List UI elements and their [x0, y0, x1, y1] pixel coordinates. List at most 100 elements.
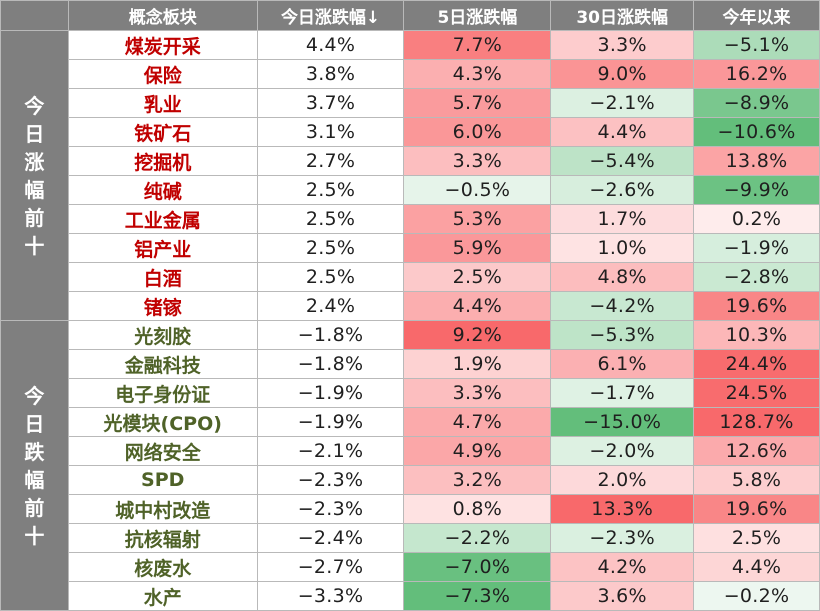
col-header-30d-change[interactable]: 30日涨跌幅: [550, 0, 695, 31]
ytd-change-cell: 13.8%: [693, 146, 820, 176]
thirty-day-change-cell: −2.0%: [550, 436, 695, 466]
losers-group-label: 今日跌幅前十: [0, 320, 69, 611]
ytd-change-cell: 4.4%: [693, 552, 820, 582]
gainers-group-label-text: 今日涨幅前十: [24, 93, 45, 258]
five-day-change-cell: −7.3%: [403, 581, 552, 611]
five-day-change-cell: 2.5%: [403, 262, 552, 292]
five-day-change-cell: 3.3%: [403, 146, 552, 176]
concept-name-cell[interactable]: 水产: [67, 581, 258, 611]
day-change-cell: −2.4%: [256, 523, 405, 553]
thirty-day-change-cell: 1.0%: [550, 233, 695, 263]
concept-name-cell[interactable]: 核废水: [67, 552, 258, 582]
concept-name-cell[interactable]: 光模块(CPO): [67, 407, 258, 437]
ytd-change-cell: −5.1%: [693, 30, 820, 60]
day-change-cell: −3.3%: [256, 581, 405, 611]
col-header-5d-change[interactable]: 5日涨跌幅: [403, 0, 552, 31]
day-change-cell: −1.8%: [256, 349, 405, 379]
thirty-day-change-cell: 3.3%: [550, 30, 695, 60]
table-row: 铝产业 2.5% 5.9% 1.0% −1.9%: [1, 233, 820, 263]
ytd-change-cell: 2.5%: [693, 523, 820, 553]
five-day-change-cell: 5.3%: [403, 204, 552, 234]
day-change-cell: 3.8%: [256, 59, 405, 89]
ytd-change-cell: 19.6%: [693, 494, 820, 524]
thirty-day-change-cell: 2.0%: [550, 465, 695, 495]
concept-name-cell[interactable]: 铁矿石: [67, 117, 258, 147]
table-row: 锗镓 2.4% 4.4% −4.2% 19.6%: [1, 291, 820, 321]
col-header-ytd-change[interactable]: 今年以来: [693, 0, 820, 31]
concept-name-cell[interactable]: 工业金属: [67, 204, 258, 234]
ytd-change-cell: −0.2%: [693, 581, 820, 611]
table-row: SPD −2.3% 3.2% 2.0% 5.8%: [1, 465, 820, 495]
ytd-change-cell: 128.7%: [693, 407, 820, 437]
day-change-cell: −2.3%: [256, 465, 405, 495]
concept-name-cell[interactable]: 网络安全: [67, 436, 258, 466]
table-row: 白酒 2.5% 2.5% 4.8% −2.8%: [1, 262, 820, 292]
ytd-change-cell: 12.6%: [693, 436, 820, 466]
day-change-cell: 2.5%: [256, 233, 405, 263]
concept-name-cell[interactable]: 保险: [67, 59, 258, 89]
table-row: 网络安全 −2.1% 4.9% −2.0% 12.6%: [1, 436, 820, 466]
thirty-day-change-cell: 9.0%: [550, 59, 695, 89]
day-change-cell: −1.9%: [256, 378, 405, 408]
concept-name-cell[interactable]: 纯碱: [67, 175, 258, 205]
table-row: 今日涨幅前十 煤炭开采 4.4% 7.7% 3.3% −5.1%: [0, 30, 820, 321]
five-day-change-cell: 4.3%: [403, 59, 552, 89]
thirty-day-change-cell: −1.7%: [550, 378, 695, 408]
concept-name-cell[interactable]: SPD: [67, 465, 258, 495]
thirty-day-change-cell: −2.6%: [550, 175, 695, 205]
day-change-cell: −2.1%: [256, 436, 405, 466]
day-change-cell: 2.7%: [256, 146, 405, 176]
table-row: 乳业 3.7% 5.7% −2.1% −8.9%: [1, 88, 820, 118]
day-change-cell: 3.7%: [256, 88, 405, 118]
five-day-change-cell: 5.9%: [403, 233, 552, 263]
table-row: 铁矿石 3.1% 6.0% 4.4% −10.6%: [1, 117, 820, 147]
day-change-cell: 2.4%: [256, 291, 405, 321]
thirty-day-change-cell: −2.3%: [550, 523, 695, 553]
concept-name-cell[interactable]: 白酒: [67, 262, 258, 292]
five-day-change-cell: 3.2%: [403, 465, 552, 495]
five-day-change-cell: 6.0%: [403, 117, 552, 147]
five-day-change-cell: 5.7%: [403, 88, 552, 118]
concept-name-cell[interactable]: 金融科技: [67, 349, 258, 379]
concept-name-cell[interactable]: 乳业: [67, 88, 258, 118]
concept-name-cell[interactable]: 城中村改造: [67, 494, 258, 524]
table-row: 保险 3.8% 4.3% 9.0% 16.2%: [1, 59, 820, 89]
day-change-cell: −2.3%: [256, 494, 405, 524]
table-body: 今日涨幅前十 煤炭开采 4.4% 7.7% 3.3% −5.1% 保险 3.8% 4.3% 9.0…: [0, 30, 820, 611]
thirty-day-change-cell: 3.6%: [550, 581, 695, 611]
col-header-day-change[interactable]: 今日涨跌幅↓: [256, 0, 405, 31]
five-day-change-cell: −2.2%: [403, 523, 552, 553]
five-day-change-cell: 9.2%: [403, 320, 552, 350]
concept-name-cell[interactable]: 抗核辐射: [67, 523, 258, 553]
thirty-day-change-cell: −15.0%: [550, 407, 695, 437]
ytd-change-cell: −1.9%: [693, 233, 820, 263]
five-day-change-cell: 4.7%: [403, 407, 552, 437]
header-row: 概念板块 今日涨跌幅↓ 5日涨跌幅 30日涨跌幅 今年以来: [0, 0, 820, 31]
concept-name-cell[interactable]: 铝产业: [67, 233, 258, 263]
ytd-change-cell: 10.3%: [693, 320, 820, 350]
col-header-concept[interactable]: 概念板块: [67, 0, 258, 31]
day-change-cell: 3.1%: [256, 117, 405, 147]
table-row: 城中村改造 −2.3% 0.8% 13.3% 19.6%: [1, 494, 820, 524]
gainers-group-label: 今日涨幅前十: [0, 30, 69, 321]
five-day-change-cell: 4.9%: [403, 436, 552, 466]
ytd-change-cell: −2.8%: [693, 262, 820, 292]
table-row: 核废水 −2.7% −7.0% 4.2% 4.4%: [1, 552, 820, 582]
table-row: 抗核辐射 −2.4% −2.2% −2.3% 2.5%: [1, 523, 820, 553]
thirty-day-change-cell: −4.2%: [550, 291, 695, 321]
five-day-change-cell: −0.5%: [403, 175, 552, 205]
concept-name-cell[interactable]: 锗镓: [67, 291, 258, 321]
day-change-cell: 4.4%: [256, 30, 405, 60]
table-row: 金融科技 −1.8% 1.9% 6.1% 24.4%: [1, 349, 820, 379]
table-row: 电子身份证 −1.9% 3.3% −1.7% 24.5%: [1, 378, 820, 408]
ytd-change-cell: 0.2%: [693, 204, 820, 234]
concept-name-cell[interactable]: 煤炭开采: [67, 30, 258, 60]
day-change-cell: 2.5%: [256, 262, 405, 292]
ytd-change-cell: −10.6%: [693, 117, 820, 147]
thirty-day-change-cell: 4.8%: [550, 262, 695, 292]
thirty-day-change-cell: −2.1%: [550, 88, 695, 118]
concept-name-cell[interactable]: 光刻胶: [67, 320, 258, 350]
concept-name-cell[interactable]: 电子身份证: [67, 378, 258, 408]
concept-name-cell[interactable]: 挖掘机: [67, 146, 258, 176]
